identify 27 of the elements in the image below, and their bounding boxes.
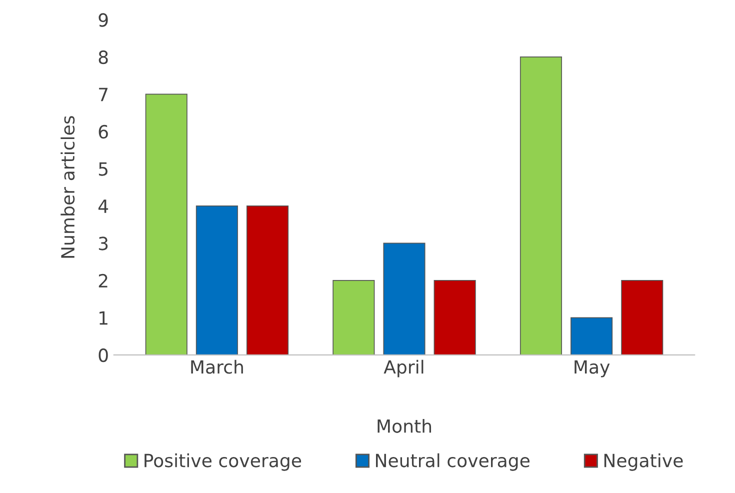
legend-label: Negative (604, 453, 683, 471)
y-tick-label: 4 (98, 200, 108, 213)
bar (383, 242, 426, 355)
y-tick-label: 9 (98, 13, 108, 27)
y-tick-label: 2 (98, 274, 108, 288)
y-tick-label: 8 (98, 50, 108, 64)
y-axis-title: Number articles (60, 116, 75, 258)
legend-label: Neutral coverage (376, 453, 530, 471)
y-tick-label: 0 (98, 348, 108, 362)
x-axis-title: Month (378, 418, 432, 433)
y-tick-label: 1 (100, 311, 108, 325)
x-tick-label: May (574, 360, 610, 378)
bar (196, 206, 238, 355)
legend-label: Positive coverage (144, 453, 302, 471)
x-tick-label: March (191, 360, 243, 374)
bar (520, 56, 562, 355)
bar (145, 94, 188, 355)
y-tick-label: 6 (98, 124, 108, 139)
bar (246, 206, 289, 355)
bar (434, 280, 476, 355)
y-tick-label: 7 (99, 88, 108, 102)
bar (621, 280, 664, 355)
bar (570, 317, 613, 355)
y-tick-label: 5 (98, 162, 108, 176)
x-tick-label: April (384, 360, 424, 378)
y-tick-label: 3 (98, 236, 108, 250)
bar (332, 280, 375, 355)
